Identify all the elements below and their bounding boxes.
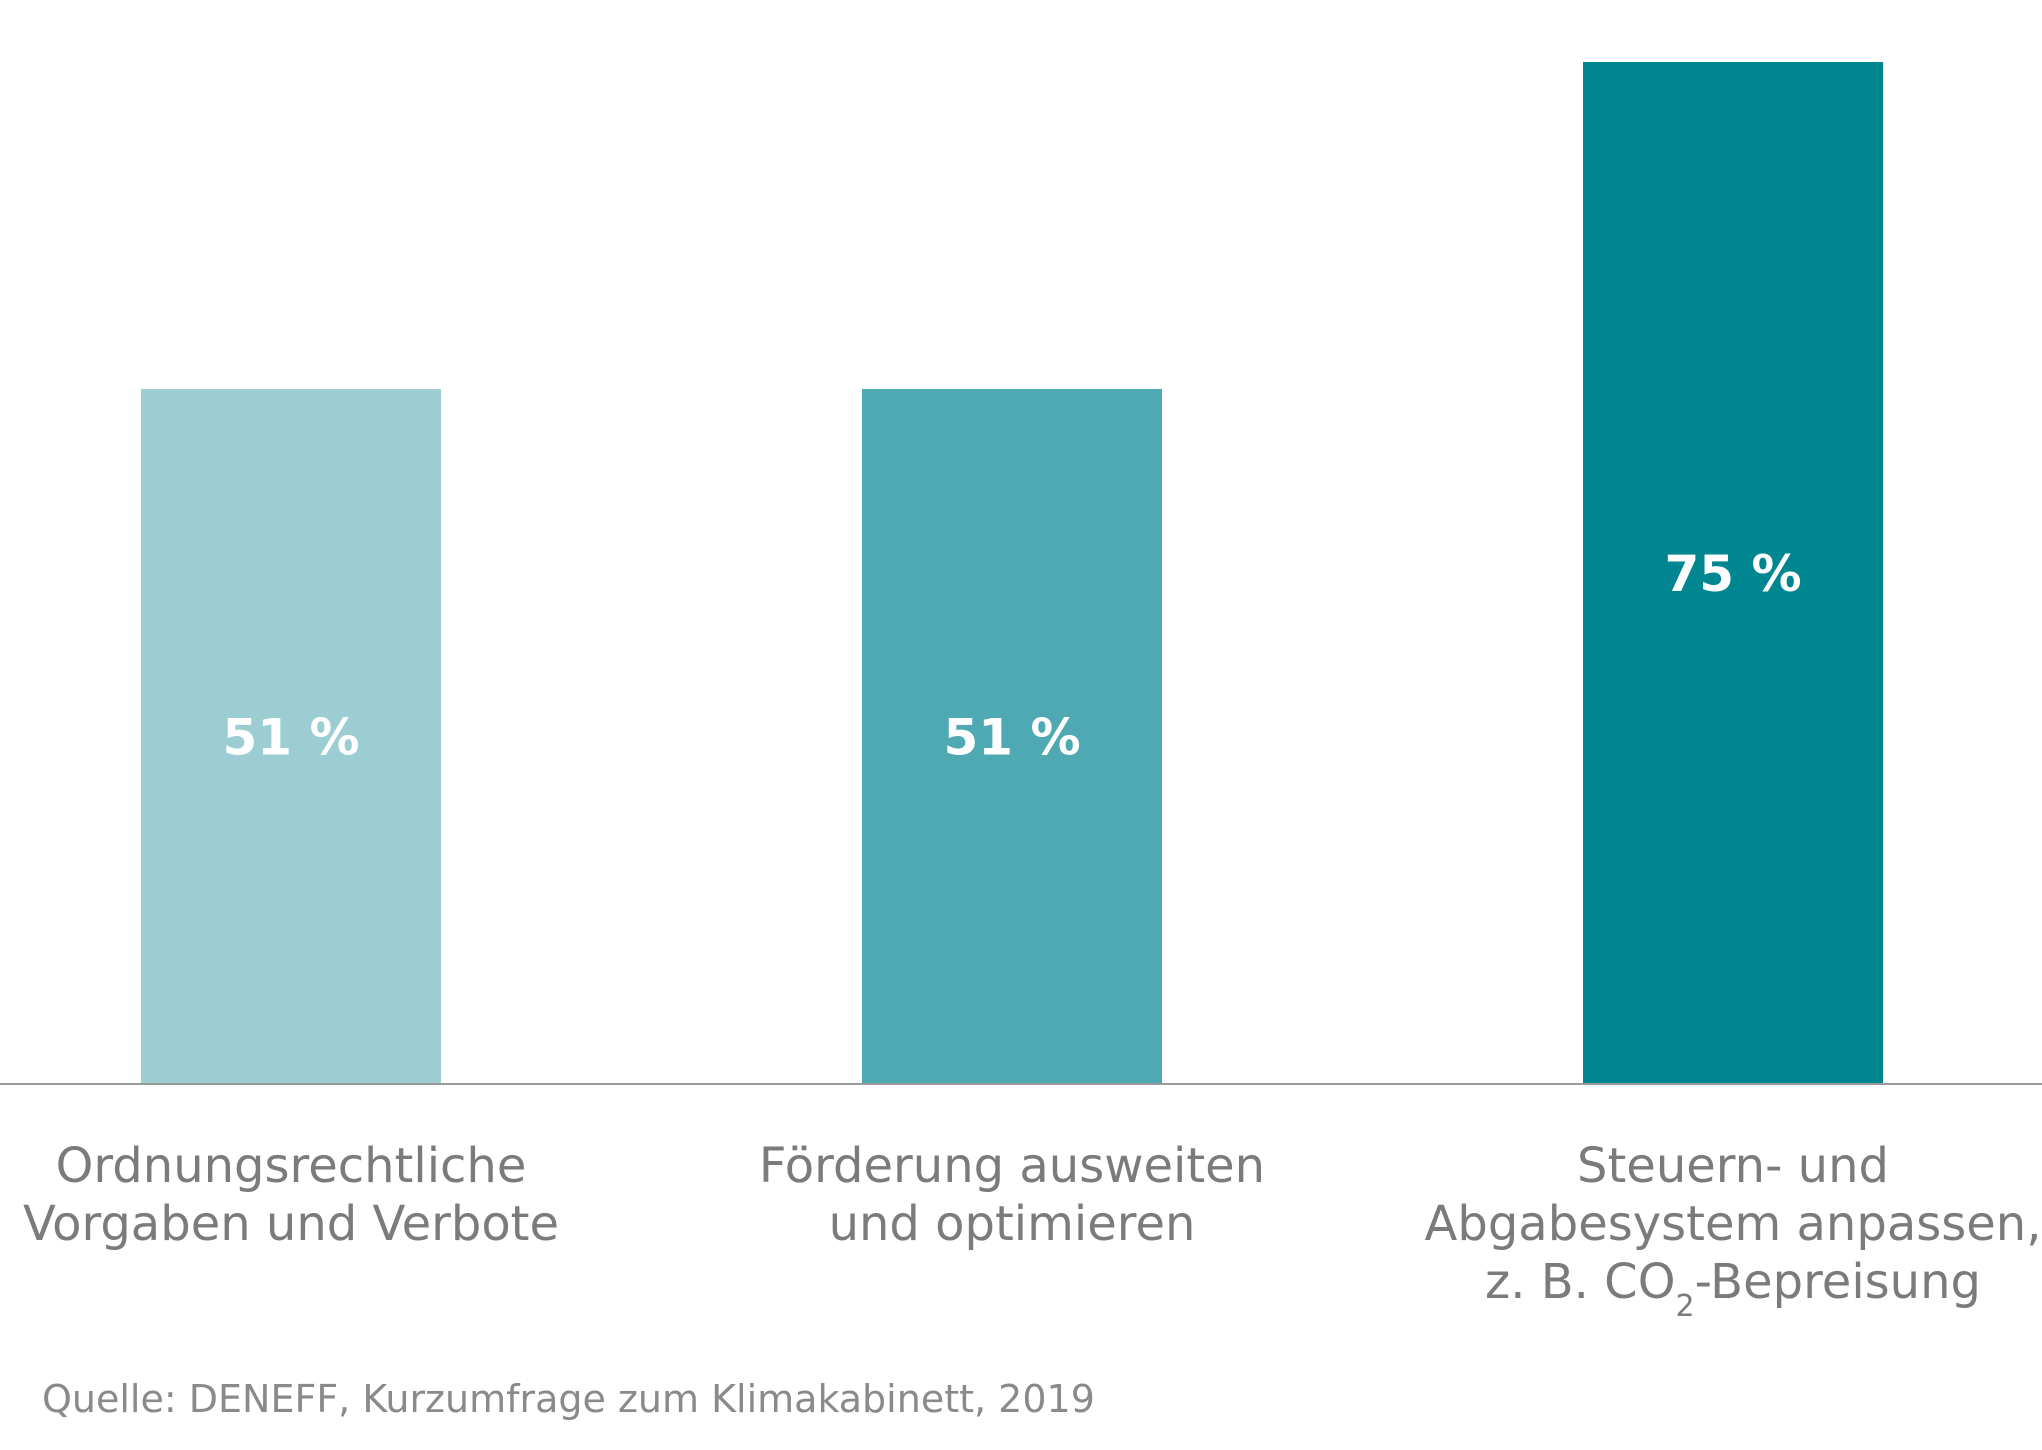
bar-value-label-2: 51 % — [943, 709, 1080, 767]
bar-value-label-3: 75 % — [1664, 545, 1801, 603]
category-label-line: und optimieren — [829, 1196, 1196, 1252]
source-note: Quelle: DENEFF, Kurzumfrage zum Klimakab… — [42, 1377, 1095, 1421]
category-label-1: Ordnungsrechtliche Vorgaben und Verbote — [23, 1138, 559, 1252]
bars-group: 51 % 51 % 75 % — [141, 62, 1883, 1084]
category-label-line: Steuern- und — [1577, 1138, 1889, 1194]
category-label-line: Ordnungsrechtliche — [56, 1138, 527, 1194]
bar-value-label-1: 51 % — [222, 709, 359, 767]
category-label-3: Steuern- und Abgabesystem anpassen, z. B. … — [1425, 1138, 2042, 1324]
subscript-2: 2 — [1675, 1289, 1694, 1324]
category-label-line: Förderung ausweiten — [759, 1138, 1265, 1194]
bar-3 — [1583, 62, 1883, 1084]
category-label-line: z. B. CO2-Bepreisung — [1485, 1254, 1981, 1324]
category-labels-group: Ordnungsrechtliche Vorgaben und Verbote Fö… — [23, 1138, 2041, 1324]
category-label-line: Abgabesystem anpassen, — [1425, 1196, 2042, 1252]
category-label-2: Förderung ausweiten und optimieren — [759, 1138, 1265, 1252]
category-label-line: Vorgaben und Verbote — [23, 1196, 559, 1252]
bar-2 — [862, 389, 1162, 1084]
bar-1 — [141, 389, 441, 1084]
